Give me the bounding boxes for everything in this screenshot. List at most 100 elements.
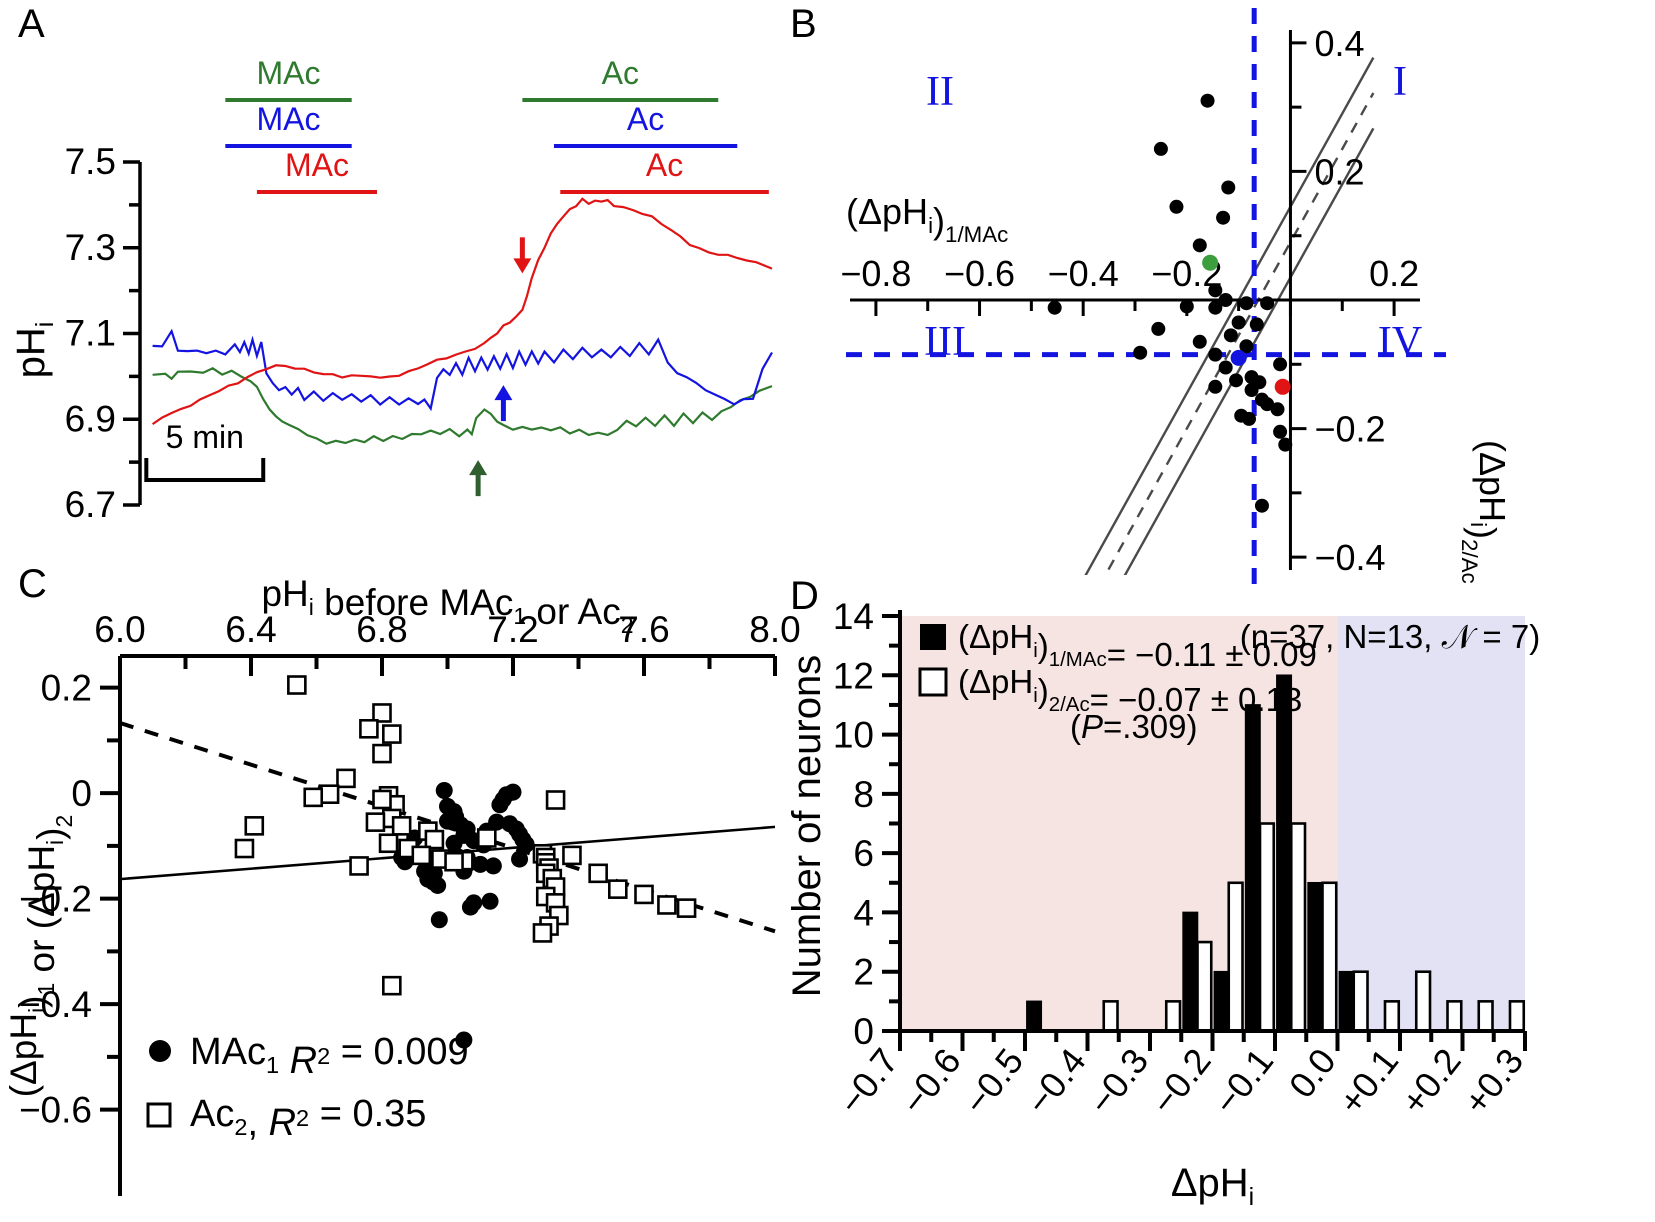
alkalinization-region	[1337, 616, 1525, 1031]
y-axis-label: (ΔpHi)1 or (ΔpHi)2	[3, 815, 77, 1098]
ac2-point	[657, 895, 677, 915]
data-point	[1192, 238, 1207, 253]
panel-b: B −0.8 −0.6 −0.4 −0.2 0.2 0.4 0.2 −0.2 −0.4 I II II…	[780, 0, 1655, 600]
panel-d-legend: (ΔpHi)1/MAc= −0.11 ± 0.09(ΔpHi)2/Ac= −0.…	[918, 617, 1540, 745]
legend-ac2-label: Ac2, R2 = 0.35	[190, 1093, 426, 1144]
panel-d-label: D	[790, 574, 819, 618]
mac1-point	[504, 783, 522, 801]
p-value-label: (P=.309)	[1070, 708, 1198, 745]
data-point	[1273, 424, 1288, 439]
data-point	[1270, 402, 1285, 417]
ac2-point	[287, 675, 307, 695]
mac1-point	[435, 782, 453, 800]
mac1-point	[461, 898, 479, 916]
x-tick-label: 8.0	[749, 609, 800, 650]
ac2-point	[372, 743, 392, 764]
scale-bar: 5 min	[144, 419, 266, 482]
bar-ac	[1508, 1000, 1526, 1033]
ac2-point	[444, 851, 464, 872]
bar-ac	[1258, 822, 1276, 1033]
y-tick-label: 2	[853, 952, 874, 993]
bar-ac	[1446, 1000, 1463, 1033]
x-tick-label: 6.4	[225, 609, 276, 650]
data-point	[1133, 345, 1148, 360]
ac2-point	[349, 856, 369, 876]
ac2-point	[424, 829, 445, 850]
x-tick-label: −0.4	[1018, 1041, 1094, 1122]
panel-d-bars	[1026, 674, 1526, 1033]
ac2-point	[378, 833, 399, 854]
counts-label: (n=37, N=13, 𝒩 = 7)	[1240, 617, 1540, 656]
panel-a: A 7.5 7.3 7.1 6.9 6.7 pHi MAc MAc MAc Ac Ac Ac 5 min	[0, 0, 780, 560]
legend-marker-open-square	[918, 667, 948, 697]
y-tick-label: 6.9	[65, 398, 116, 439]
x-tick-label: −0.3	[1080, 1041, 1156, 1122]
x-tick-label: 7.2	[487, 609, 538, 650]
treatment-bar-label: Ac	[602, 55, 639, 91]
x-tick-label: −0.1	[1205, 1041, 1281, 1122]
green-arrow-up-icon	[469, 460, 488, 497]
y-tick-label: −0.4	[1314, 537, 1385, 578]
data-point	[1254, 498, 1269, 513]
data-point	[1278, 437, 1293, 452]
x-axis-label: ΔpHi	[1171, 1161, 1254, 1211]
data-point	[1208, 347, 1223, 362]
y-tick-label: −0.2	[1314, 409, 1385, 450]
scale-bar-label: 5 min	[166, 419, 244, 455]
bar-ac	[1289, 822, 1307, 1033]
bar-mac	[1338, 970, 1355, 1032]
treatment-bar-label: MAc	[285, 147, 349, 183]
x-tick-label: −0.2	[1143, 1041, 1219, 1122]
legend-mac-label: (ΔpHi)1/MAc= −0.11 ± 0.09	[958, 618, 1317, 673]
y-tick-label: 0	[853, 1011, 874, 1052]
ac2-point	[588, 863, 608, 884]
y-axis-label: pHi	[9, 322, 59, 379]
data-point	[1218, 360, 1233, 375]
y-tick-label: −0.2	[19, 879, 92, 920]
data-point	[1192, 334, 1207, 349]
bar-ac	[1383, 1000, 1401, 1033]
x-tick-label: +0.1	[1330, 1041, 1406, 1122]
ac2-point	[303, 787, 324, 808]
ac2-point	[319, 784, 340, 804]
data-point	[1234, 408, 1249, 423]
confidence-band-line	[1084, 57, 1375, 575]
data-point	[1221, 180, 1236, 195]
x-tick-label: −0.6	[893, 1041, 969, 1122]
quadrant-label-IV: IV	[1378, 319, 1422, 365]
blue-point	[1230, 349, 1247, 366]
panel-a-traces	[151, 197, 773, 445]
red-point	[1274, 378, 1291, 395]
ac2-point	[234, 838, 255, 859]
ac2-point	[382, 724, 402, 744]
confidence-band-line	[1123, 127, 1375, 575]
blue-trace	[152, 328, 773, 412]
panel-a-arrows	[469, 237, 532, 497]
panel-b-axis: −0.8 −0.6 −0.4 −0.2 0.20.40.2−0.2−0.4	[840, 23, 1420, 578]
ac2-point	[372, 789, 392, 810]
panel-c-label: C	[18, 562, 47, 606]
y-tick-label: 0.2	[41, 668, 92, 709]
bar-ac	[1102, 1000, 1119, 1033]
legend-marker-filled-circle	[149, 1040, 171, 1062]
y-tick-label: 6.7	[65, 484, 116, 525]
x-tick-label: 6.0	[94, 609, 145, 650]
mac1-point	[419, 870, 437, 888]
red-trace	[151, 197, 773, 426]
treatment-bar-label: MAc	[257, 101, 321, 137]
data-point	[1239, 339, 1254, 354]
data-point	[1273, 357, 1288, 372]
data-point	[1179, 299, 1194, 314]
data-point	[1153, 141, 1168, 156]
y-tick-label: 6	[853, 833, 874, 874]
quadrant-label-II: II	[926, 69, 954, 115]
mac1-point	[491, 796, 509, 814]
data-point	[1223, 328, 1238, 343]
data-point	[1169, 199, 1184, 214]
mac1-point	[445, 834, 463, 852]
x-tick-label: −0.6	[944, 253, 1015, 294]
data-point	[1208, 283, 1223, 298]
ac2-point	[372, 703, 392, 723]
treatment-bar-label: MAc	[257, 55, 321, 91]
